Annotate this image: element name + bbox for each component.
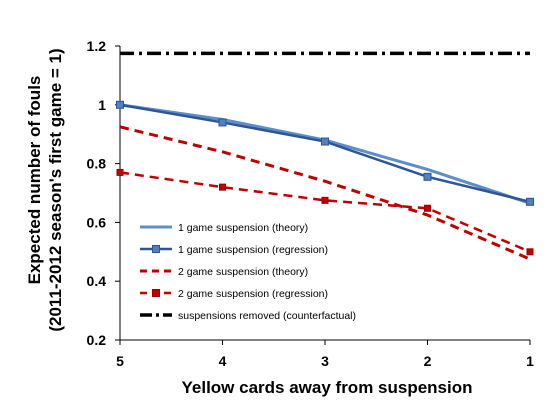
legend-marker-3	[152, 289, 160, 297]
series-line-1	[119, 103, 531, 204]
y-tick-label: 0.4	[87, 273, 107, 289]
y-axis-title-line2: (2011-2012 season's first game = 1)	[46, 48, 65, 331]
data-point-3-1	[219, 183, 226, 191]
y-tick-label: 1.2	[87, 38, 107, 54]
legend-label-0: 1 game suspension (theory)	[178, 222, 308, 234]
y-tick-label: 1	[98, 97, 106, 113]
legend-label-1: 1 game suspension (regression)	[178, 244, 328, 256]
data-point-3-4	[526, 248, 534, 256]
x-tick-label: 3	[321, 353, 329, 369]
x-tick-label: 5	[116, 353, 124, 369]
series-line-2	[119, 125, 531, 261]
x-tick-label: 2	[424, 353, 432, 369]
legend-label-3: 2 game suspension (regression)	[178, 288, 328, 300]
y-axis-title-line1: Expected number of fouls	[25, 76, 44, 285]
series-line-0	[119, 103, 531, 205]
legend-label-2: 2 game suspension (theory)	[178, 266, 308, 278]
data-point-3-0	[116, 168, 124, 176]
axes-layer: 0.2 0.4 0.6 0.8 1 1.2 5 4 3 2 1	[87, 38, 535, 369]
series-line-3	[119, 171, 531, 253]
data-point-3-2	[321, 196, 329, 204]
x-tick-label: 4	[219, 353, 227, 369]
data-point-1-2	[321, 137, 329, 146]
legend-marker-1	[152, 245, 160, 253]
x-axis-title: Yellow cards away from suspension	[182, 378, 473, 397]
y-tick-label: 0.6	[87, 214, 107, 230]
y-tick-label: 0.8	[87, 156, 107, 172]
legend: 1 game suspension (theory) 1 game suspens…	[140, 222, 356, 322]
legend-label-4: suspensions removed (counterfactual)	[178, 310, 356, 322]
x-tick-label: 1	[526, 353, 534, 369]
data-point-1-1	[218, 118, 227, 127]
data-point-3-3	[424, 204, 431, 212]
data-point-1-4	[526, 197, 534, 206]
series-layer	[116, 51, 534, 261]
y-tick-label: 0.2	[87, 332, 107, 348]
data-point-1-0	[116, 100, 124, 109]
data-point-1-3	[423, 172, 432, 181]
